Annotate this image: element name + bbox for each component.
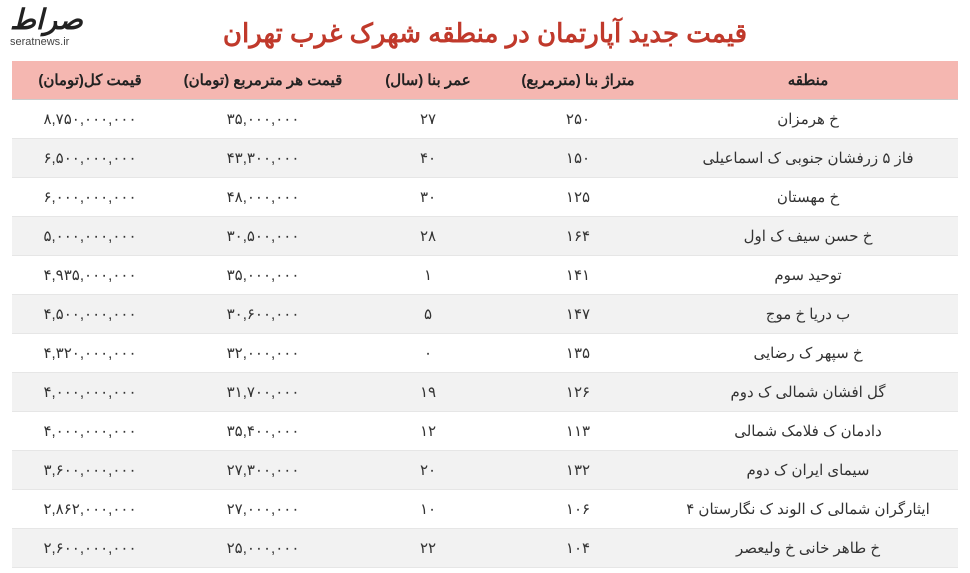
cell-total: ۶,۰۰۰,۰۰۰,۰۰۰ [12, 178, 168, 217]
cell-total: ۴,۵۰۰,۰۰۰,۰۰۰ [12, 295, 168, 334]
cell-size: ۱۲۶ [498, 373, 658, 412]
cell-ppm: ۳۲,۰۰۰,۰۰۰ [168, 334, 358, 373]
cell-area: سیمای ایران ک دوم [658, 451, 958, 490]
cell-size: ۱۵۰ [498, 139, 658, 178]
table-row: خ سپهر ک رضایی۱۳۵۰۳۲,۰۰۰,۰۰۰۴,۳۲۰,۰۰۰,۰۰… [12, 334, 958, 373]
cell-area: خ مهستان [658, 178, 958, 217]
cell-age: ۴۰ [358, 139, 498, 178]
cell-ppm: ۴۸,۰۰۰,۰۰۰ [168, 178, 358, 217]
table-row: ایثارگران شمالی ک الوند ک نگارستان ۴۱۰۶۱… [12, 490, 958, 529]
cell-total: ۸,۷۵۰,۰۰۰,۰۰۰ [12, 100, 168, 139]
table-body: خ هرمزان۲۵۰۲۷۳۵,۰۰۰,۰۰۰۸,۷۵۰,۰۰۰,۰۰۰فاز … [12, 100, 958, 568]
site-logo: صراط seratnews.ir [10, 6, 83, 48]
table-row: توحید سوم۱۴۱۱۳۵,۰۰۰,۰۰۰۴,۹۳۵,۰۰۰,۰۰۰ [12, 256, 958, 295]
cell-size: ۱۴۱ [498, 256, 658, 295]
cell-age: ۲۰ [358, 451, 498, 490]
cell-age: ۱۰ [358, 490, 498, 529]
cell-total: ۴,۰۰۰,۰۰۰,۰۰۰ [12, 373, 168, 412]
table-row: فاز ۵ زرفشان جنوبی ک اسماعیلی۱۵۰۴۰۴۳,۳۰۰… [12, 139, 958, 178]
cell-size: ۱۴۷ [498, 295, 658, 334]
cell-age: ۲۷ [358, 100, 498, 139]
table-row: گل افشان شمالی ک دوم۱۲۶۱۹۳۱,۷۰۰,۰۰۰۴,۰۰۰… [12, 373, 958, 412]
cell-area: دادمان ک فلامک شمالی [658, 412, 958, 451]
cell-age: ۱۹ [358, 373, 498, 412]
cell-ppm: ۳۵,۰۰۰,۰۰۰ [168, 256, 358, 295]
cell-age: ۳۰ [358, 178, 498, 217]
cell-size: ۱۰۶ [498, 490, 658, 529]
col-header-area: منطقه [658, 61, 958, 100]
cell-ppm: ۴۳,۳۰۰,۰۰۰ [168, 139, 358, 178]
table-row: دادمان ک فلامک شمالی۱۱۳۱۲۳۵,۴۰۰,۰۰۰۴,۰۰۰… [12, 412, 958, 451]
cell-ppm: ۳۵,۴۰۰,۰۰۰ [168, 412, 358, 451]
cell-area: فاز ۵ زرفشان جنوبی ک اسماعیلی [658, 139, 958, 178]
cell-age: ۵ [358, 295, 498, 334]
cell-size: ۱۱۳ [498, 412, 658, 451]
cell-size: ۱۳۲ [498, 451, 658, 490]
cell-total: ۴,۳۲۰,۰۰۰,۰۰۰ [12, 334, 168, 373]
col-header-size: متراژ بنا (مترمربع) [498, 61, 658, 100]
col-header-ppm: قیمت هر مترمربع (تومان) [168, 61, 358, 100]
cell-total: ۴,۰۰۰,۰۰۰,۰۰۰ [12, 412, 168, 451]
cell-area: توحید سوم [658, 256, 958, 295]
cell-ppm: ۳۰,۵۰۰,۰۰۰ [168, 217, 358, 256]
cell-ppm: ۳۵,۰۰۰,۰۰۰ [168, 100, 358, 139]
cell-ppm: ۲۷,۳۰۰,۰۰۰ [168, 451, 358, 490]
price-table: منطقه متراژ بنا (مترمربع) عمر بنا (سال) … [12, 61, 958, 568]
cell-size: ۱۰۴ [498, 529, 658, 568]
cell-age: ۲۲ [358, 529, 498, 568]
cell-area: خ سپهر ک رضایی [658, 334, 958, 373]
cell-size: ۱۶۴ [498, 217, 658, 256]
cell-area: خ هرمزان [658, 100, 958, 139]
table-row: خ حسن سیف ک اول۱۶۴۲۸۳۰,۵۰۰,۰۰۰۵,۰۰۰,۰۰۰,… [12, 217, 958, 256]
cell-ppm: ۳۱,۷۰۰,۰۰۰ [168, 373, 358, 412]
cell-age: ۰ [358, 334, 498, 373]
cell-total: ۳,۶۰۰,۰۰۰,۰۰۰ [12, 451, 168, 490]
table-row: خ هرمزان۲۵۰۲۷۳۵,۰۰۰,۰۰۰۸,۷۵۰,۰۰۰,۰۰۰ [12, 100, 958, 139]
col-header-age: عمر بنا (سال) [358, 61, 498, 100]
cell-area: گل افشان شمالی ک دوم [658, 373, 958, 412]
cell-total: ۵,۰۰۰,۰۰۰,۰۰۰ [12, 217, 168, 256]
cell-ppm: ۳۰,۶۰۰,۰۰۰ [168, 295, 358, 334]
cell-area: خ حسن سیف ک اول [658, 217, 958, 256]
cell-area: خ طاهر خانی خ ولیعصر [658, 529, 958, 568]
table-row: ب دریا خ موج۱۴۷۵۳۰,۶۰۰,۰۰۰۴,۵۰۰,۰۰۰,۰۰۰ [12, 295, 958, 334]
cell-area: ایثارگران شمالی ک الوند ک نگارستان ۴ [658, 490, 958, 529]
cell-total: ۶,۵۰۰,۰۰۰,۰۰۰ [12, 139, 168, 178]
logo-script: صراط [10, 6, 83, 34]
cell-age: ۲۸ [358, 217, 498, 256]
cell-ppm: ۲۵,۰۰۰,۰۰۰ [168, 529, 358, 568]
cell-age: ۱۲ [358, 412, 498, 451]
cell-size: ۱۲۵ [498, 178, 658, 217]
cell-area: ب دریا خ موج [658, 295, 958, 334]
table-header-row: منطقه متراژ بنا (مترمربع) عمر بنا (سال) … [12, 61, 958, 100]
table-row: سیمای ایران ک دوم۱۳۲۲۰۲۷,۳۰۰,۰۰۰۳,۶۰۰,۰۰… [12, 451, 958, 490]
cell-total: ۲,۶۰۰,۰۰۰,۰۰۰ [12, 529, 168, 568]
cell-size: ۱۳۵ [498, 334, 658, 373]
page-title: قیمت جدید آپارتمان در منطقه شهرک غرب تهر… [0, 0, 970, 61]
logo-url: seratnews.ir [10, 36, 83, 48]
table-row: خ طاهر خانی خ ولیعصر۱۰۴۲۲۲۵,۰۰۰,۰۰۰۲,۶۰۰… [12, 529, 958, 568]
cell-ppm: ۲۷,۰۰۰,۰۰۰ [168, 490, 358, 529]
cell-size: ۲۵۰ [498, 100, 658, 139]
cell-total: ۴,۹۳۵,۰۰۰,۰۰۰ [12, 256, 168, 295]
table-row: خ مهستان۱۲۵۳۰۴۸,۰۰۰,۰۰۰۶,۰۰۰,۰۰۰,۰۰۰ [12, 178, 958, 217]
cell-age: ۱ [358, 256, 498, 295]
cell-total: ۲,۸۶۲,۰۰۰,۰۰۰ [12, 490, 168, 529]
col-header-total: قیمت کل(تومان) [12, 61, 168, 100]
